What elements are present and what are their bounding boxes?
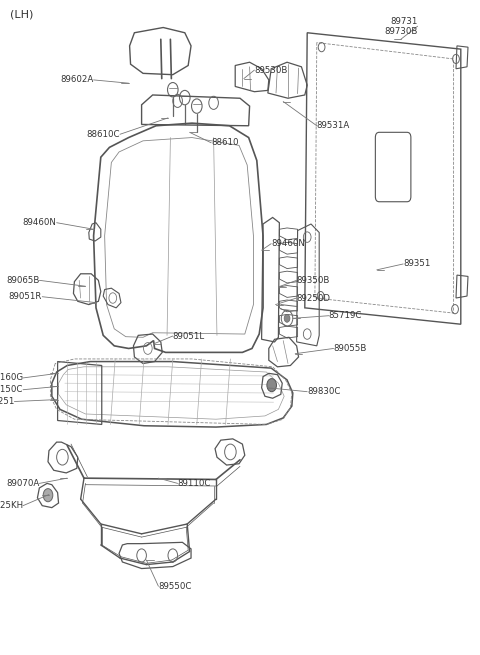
Circle shape	[43, 489, 53, 502]
Text: 89830C: 89830C	[307, 387, 341, 396]
Text: 88610C: 88610C	[86, 130, 120, 139]
Text: 89250D: 89250D	[297, 293, 331, 303]
Text: 89602A: 89602A	[60, 75, 94, 84]
Text: 89150C: 89150C	[0, 385, 23, 394]
Text: 89531A: 89531A	[317, 121, 350, 130]
Circle shape	[267, 379, 276, 392]
Text: 89160G: 89160G	[0, 373, 23, 383]
Text: 89055B: 89055B	[334, 344, 367, 353]
Text: 89351: 89351	[403, 259, 431, 269]
Text: 89065B: 89065B	[6, 276, 39, 285]
Text: 89070A: 89070A	[6, 479, 39, 488]
Text: 89530B: 89530B	[254, 66, 288, 75]
FancyBboxPatch shape	[375, 132, 411, 202]
Text: 85719C: 85719C	[329, 311, 362, 320]
Text: 89460N: 89460N	[23, 218, 57, 227]
Text: 89051L: 89051L	[173, 331, 205, 341]
Text: 89350B: 89350B	[297, 276, 330, 285]
Text: 89460N: 89460N	[271, 239, 305, 248]
Circle shape	[284, 314, 290, 322]
Text: 89051R: 89051R	[9, 292, 42, 301]
Text: 88610: 88610	[211, 138, 239, 147]
Text: 1125KH: 1125KH	[0, 501, 23, 510]
Text: 89251: 89251	[0, 397, 14, 406]
Text: 89550C: 89550C	[158, 582, 192, 591]
Text: 89731
89730B: 89731 89730B	[384, 16, 418, 36]
Text: 89110C: 89110C	[178, 479, 211, 488]
Text: (LH): (LH)	[10, 10, 33, 20]
